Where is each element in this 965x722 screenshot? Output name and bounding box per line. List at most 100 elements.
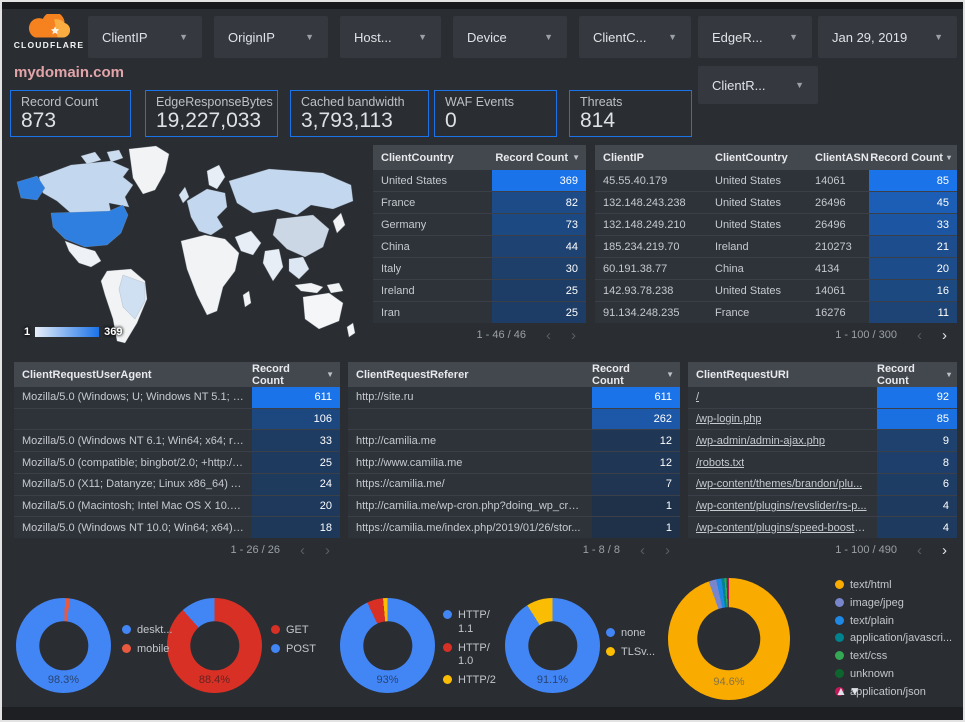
- column-header-record-count[interactable]: Record Count ▾: [870, 151, 951, 164]
- donut-hole: [38, 620, 89, 671]
- table-client-request-referer: ClientRequestReferer Record Count ▼ http://…: [348, 362, 680, 562]
- table-row: Germany 73: [373, 213, 586, 235]
- filter-originip[interactable]: OriginIP ▼: [214, 16, 328, 58]
- record-count-cell: 85: [877, 408, 957, 430]
- record-count-cell: 82: [492, 192, 586, 213]
- pagination-next-button[interactable]: ›: [942, 326, 947, 344]
- legend-tls-version: none TLSv...: [606, 627, 655, 660]
- record-count-cell: 611: [592, 387, 680, 408]
- table-pagination: 1 - 46 / 46 ‹ ›: [373, 323, 586, 347]
- uri-link[interactable]: /wp-login.php: [696, 413, 762, 426]
- column-header-clientasn: ClientASN: [815, 151, 869, 164]
- row-label: https://camilia.me/index.php/2019/01/26/…: [356, 521, 581, 534]
- donut-content-type[interactable]: 94.6%: [668, 578, 790, 700]
- filter-clientrequest[interactable]: ClientR... ▼: [698, 66, 818, 104]
- row-label: http://site.ru: [356, 391, 414, 404]
- legend-item: application/json: [835, 686, 952, 700]
- date-range-filter[interactable]: Jan 29, 2019 ▼: [818, 16, 957, 58]
- sort-icon[interactable]: ▾: [946, 153, 951, 162]
- pagination-next-button[interactable]: ›: [325, 541, 330, 559]
- legend-item: none: [606, 627, 655, 641]
- uri-link[interactable]: /: [696, 391, 700, 404]
- row-cell: 26496: [815, 196, 846, 209]
- donut-percent-label: 91.1%: [536, 674, 569, 686]
- legend-max: 369: [104, 326, 123, 338]
- sort-icon[interactable]: ▼: [572, 153, 580, 162]
- legend-gradient-bar: [35, 327, 100, 337]
- pagination-next-button[interactable]: ›: [942, 541, 947, 559]
- legend-content-type: text/html image/jpeg text/plain application…: [835, 579, 952, 699]
- table-row: 45.55.40.179 United States 14061 85: [595, 170, 957, 191]
- column-header-clientrequesturi: ClientRequestURI: [696, 368, 789, 381]
- uri-link[interactable]: /wp-admin/admin-ajax.php: [696, 434, 826, 447]
- column-header-clientrequestuseragent: ClientRequestUserAgent: [22, 368, 152, 381]
- table-row: https://camilia.me/7: [348, 472, 680, 495]
- window-top-strip: [2, 2, 963, 9]
- row-cell: United States: [715, 284, 782, 297]
- pagination-range: 1 - 100 / 300: [835, 329, 897, 341]
- record-count-cell: 73: [492, 214, 586, 235]
- uri-link[interactable]: /wp-content/plugins/speed-booste...: [696, 521, 869, 534]
- donut-hole: [697, 607, 761, 671]
- table-header: ClientRequestReferer Record Count ▼: [348, 362, 680, 387]
- record-count-cell: 45: [869, 192, 957, 213]
- donut-device-type[interactable]: 98.3%: [16, 598, 111, 693]
- chevron-down-icon: ▼: [789, 32, 798, 42]
- row-label: [22, 413, 25, 425]
- row-label: [356, 413, 359, 425]
- donut-http-method[interactable]: 88.4%: [167, 598, 262, 693]
- row-cell: 14061: [815, 284, 846, 297]
- record-count-cell: 12: [592, 430, 680, 452]
- pagination-range: 1 - 46 / 46: [476, 329, 526, 341]
- row-label: United States: [381, 174, 448, 187]
- legend-sort-arrows[interactable]: ▲▼: [835, 684, 863, 698]
- row-label: Mozilla/5.0 (Windows; U; Windows NT 5.1;…: [22, 391, 244, 404]
- column-header-clientrequestreferer: ClientRequestReferer: [356, 368, 469, 381]
- row-label: 91.134.248.235: [603, 306, 680, 319]
- table-row: United States 369: [373, 170, 586, 191]
- column-header-record-count[interactable]: Record Count ▼: [592, 362, 674, 387]
- sort-icon[interactable]: ▼: [666, 370, 674, 379]
- row-label: Mozilla/5.0 (Windows NT 6.1; Win64; x64;…: [22, 434, 244, 447]
- scorecard-edge-response-bytes: EdgeResponseBytes 19,227,033: [145, 90, 278, 137]
- pagination-prev-button[interactable]: ‹: [917, 326, 922, 344]
- pagination-next-button[interactable]: ›: [571, 326, 576, 344]
- legend-dot-icon: [835, 580, 844, 589]
- legend-label: image/jpeg: [850, 596, 904, 609]
- record-count-cell: 33: [252, 430, 340, 452]
- geo-map-chart[interactable]: 1 369: [10, 143, 372, 352]
- uri-link[interactable]: /wp-content/plugins/revslider/rs-p...: [696, 499, 867, 512]
- scorecard-threats: Threats 814: [569, 90, 692, 137]
- pagination-prev-button[interactable]: ‹: [917, 541, 922, 559]
- sort-icon[interactable]: ▾: [946, 370, 951, 379]
- table-row: Mozilla/5.0 (X11; Datanyze; Linux x86_64…: [14, 472, 340, 495]
- record-count-cell: 369: [492, 170, 586, 191]
- filter-host[interactable]: Host... ▼: [340, 16, 441, 58]
- row-label: http://camilia.me/wp-cron.php?doing_wp_c…: [356, 499, 584, 512]
- table-row: Ireland 25: [373, 279, 586, 301]
- pagination-prev-button[interactable]: ‹: [300, 541, 305, 559]
- filter-clientip[interactable]: ClientIP ▼: [88, 16, 202, 58]
- pagination-next-button[interactable]: ›: [665, 541, 670, 559]
- filter-device[interactable]: Device ▼: [453, 16, 567, 58]
- column-header-clientcountry: ClientCountry: [381, 151, 454, 164]
- sort-icon[interactable]: ▼: [326, 370, 334, 379]
- column-header-record-count[interactable]: Record Count ▼: [252, 362, 334, 387]
- pagination-prev-button[interactable]: ‹: [546, 326, 551, 344]
- column-header-record-count[interactable]: Record Count ▾: [877, 362, 951, 387]
- record-count-cell: 7: [592, 473, 680, 495]
- row-cell: China: [715, 262, 744, 275]
- legend-label: text/css: [850, 650, 888, 662]
- table-row: http://www.camilia.me 12: [348, 451, 680, 473]
- donut-http-protocol[interactable]: 93%: [340, 598, 435, 693]
- pagination-prev-button[interactable]: ‹: [640, 541, 645, 559]
- chevron-down-icon: ▼: [795, 80, 804, 90]
- uri-link[interactable]: /wp-content/themes/brandon/plu...: [696, 478, 863, 491]
- table-row: http://camilia.me 12: [348, 429, 680, 452]
- filter-edgeresponse[interactable]: EdgeR... ▼: [698, 16, 812, 58]
- donut-tls-version[interactable]: 91.1%: [505, 598, 600, 693]
- filter-clientcountry[interactable]: ClientC... ▼: [579, 16, 691, 58]
- uri-link[interactable]: /robots.txt: [696, 456, 745, 469]
- legend-item: POST: [271, 643, 316, 657]
- column-header-record-count[interactable]: Record Count ▼: [495, 151, 580, 164]
